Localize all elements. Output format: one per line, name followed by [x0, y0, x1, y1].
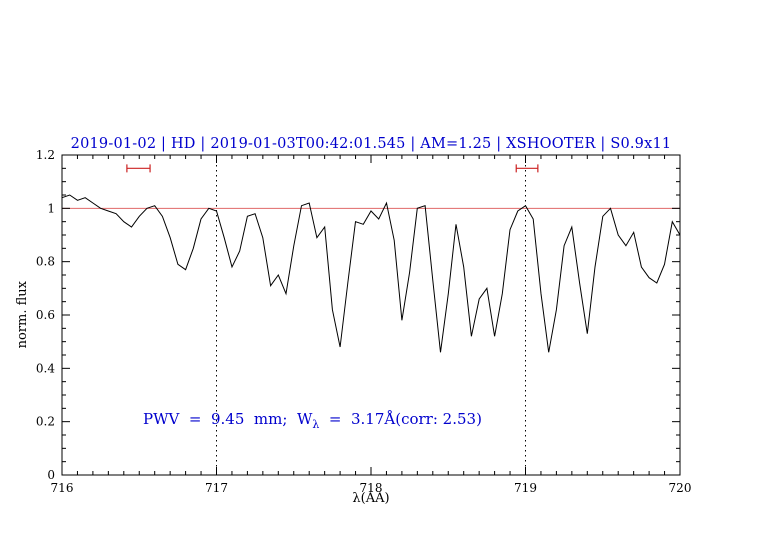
pwv-annotation-text: PWV = 9.45 mm; W [143, 410, 313, 428]
y-tick-label: 0.6 [36, 308, 55, 322]
y-tick-label: 0.4 [36, 361, 55, 375]
pwv-annotation-subscript: λ [312, 418, 320, 431]
y-tick-label: 0 [47, 468, 55, 482]
x-tick-label: 717 [205, 481, 228, 495]
x-tick-label: 718 [360, 481, 383, 495]
plot-frame [61, 154, 681, 476]
y-axis-label: norm. flux [15, 281, 30, 349]
x-tick-label: 720 [669, 481, 692, 495]
x-tick-label: 719 [514, 481, 537, 495]
y-tick-label: 0.8 [36, 255, 55, 269]
pwv-annotation-text: = 3.17Å(corr: 2.53) [319, 410, 482, 428]
plot-title: 2019-01-02 | HD | 2019-01-03T00:42:01.54… [70, 136, 672, 152]
y-tick-label: 1.2 [36, 148, 55, 162]
spectrum-line [61, 194, 681, 353]
interval-marker [515, 164, 539, 173]
x-tick-label: 716 [51, 481, 74, 495]
pwv-annotation: PWV = 9.45 mm; Wλ = 3.17Å(corr: 2.53) [143, 410, 482, 431]
x-axis-label: λ(AA) [352, 491, 390, 506]
y-tick-label: 1 [47, 201, 55, 215]
y-tick-label: 0.2 [36, 415, 55, 429]
interval-marker [126, 164, 151, 173]
